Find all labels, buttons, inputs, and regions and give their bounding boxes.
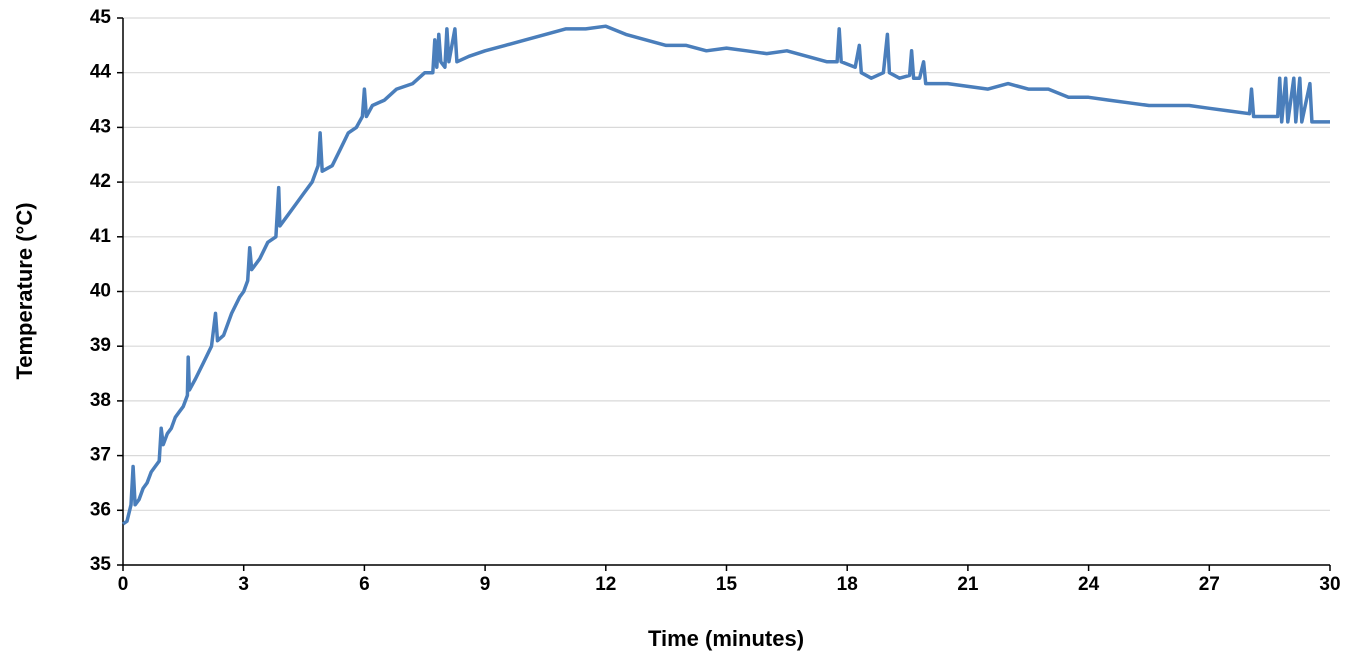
x-tick-label: 0 bbox=[118, 574, 129, 595]
data-line bbox=[121, 24, 1330, 526]
x-tick-label: 24 bbox=[1078, 574, 1100, 595]
x-tick-label: 12 bbox=[595, 574, 616, 595]
x-tick-label: 18 bbox=[837, 574, 858, 595]
x-tick-label: 30 bbox=[1319, 574, 1340, 595]
y-tick-label: 44 bbox=[90, 62, 112, 83]
y-tick-label: 41 bbox=[90, 226, 112, 247]
y-tick-label: 45 bbox=[90, 7, 112, 28]
x-tick-label: 15 bbox=[716, 574, 738, 595]
y-tick-label: 36 bbox=[90, 499, 111, 520]
x-axis-label: Time (minutes) bbox=[648, 626, 804, 651]
y-tick-label: 35 bbox=[90, 554, 112, 575]
y-tick-label: 38 bbox=[90, 390, 111, 411]
y-tick-label: 42 bbox=[90, 171, 111, 192]
y-axis-label: Temperature (°C) bbox=[12, 202, 37, 379]
y-tick-label: 43 bbox=[90, 116, 111, 137]
y-tick-label: 37 bbox=[90, 445, 111, 466]
x-tick-label: 27 bbox=[1199, 574, 1220, 595]
x-tick-label: 3 bbox=[238, 574, 249, 595]
x-tick-label: 6 bbox=[359, 574, 370, 595]
x-tick-label: 21 bbox=[957, 574, 979, 595]
y-tick-label: 40 bbox=[90, 281, 111, 302]
x-tick-label: 9 bbox=[480, 574, 491, 595]
y-tick-label: 39 bbox=[90, 335, 111, 356]
